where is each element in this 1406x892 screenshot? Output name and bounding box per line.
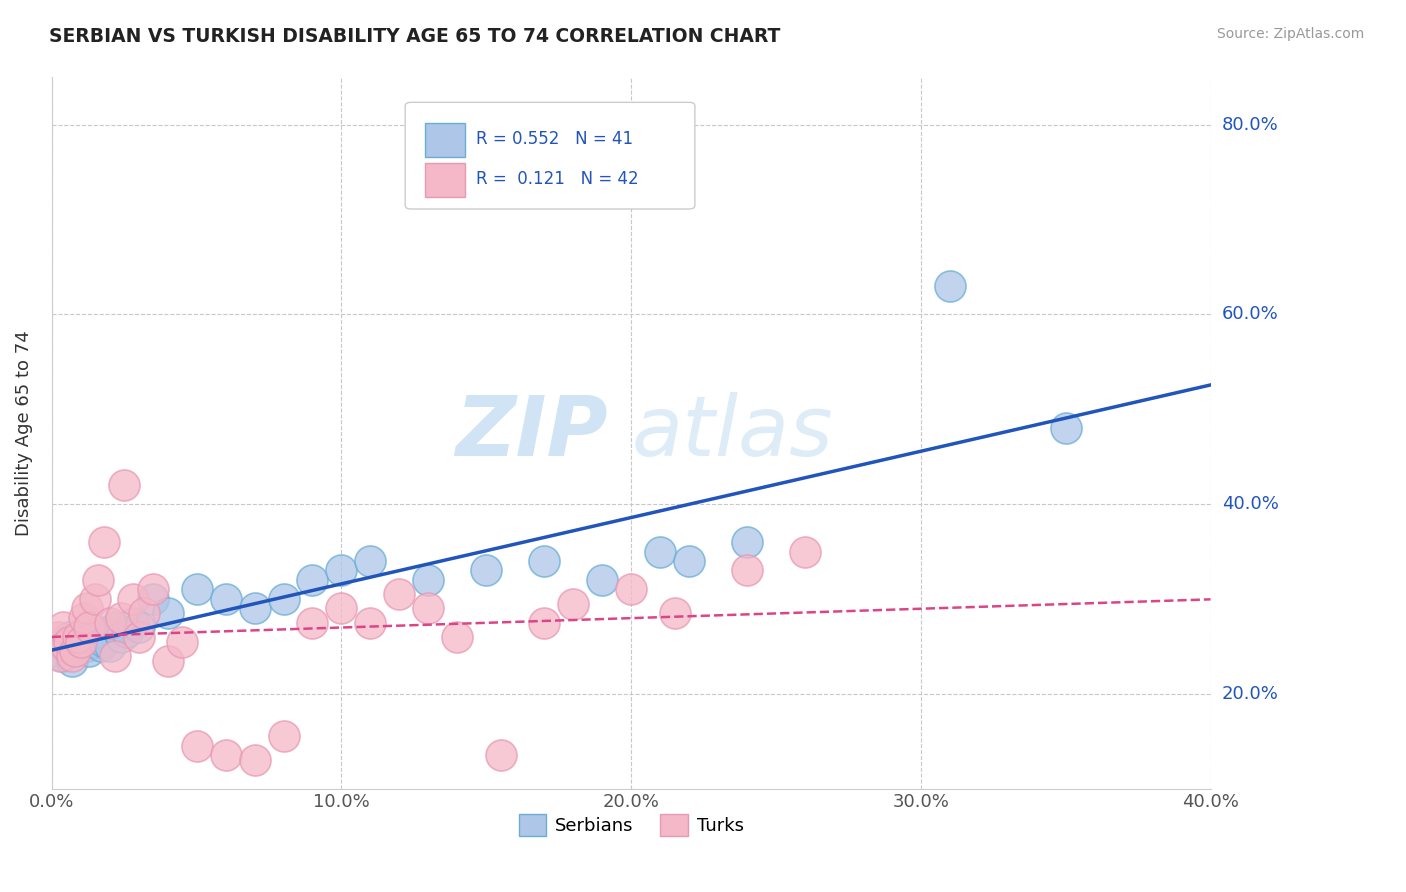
Point [90,640,112,654]
Point [93,535,115,549]
Point [243,753,266,767]
Point [156,654,179,668]
Point [84,634,107,648]
Point [72,625,94,640]
Point [418,601,440,615]
Point [110,611,132,625]
Text: 60.0%: 60.0% [1222,305,1278,324]
Point [620,582,643,597]
Point [301,615,323,630]
Point [93,634,115,648]
Point [134,606,156,620]
Point [46,644,69,658]
Point [273,591,295,606]
Text: atlas: atlas [631,392,832,474]
Point [214,748,236,763]
Point [46,630,69,644]
Point [678,554,700,568]
FancyBboxPatch shape [425,123,465,157]
Legend: Serbians, Turks: Serbians, Turks [512,807,751,844]
Point [664,606,686,620]
Point [475,564,498,578]
Point [55,640,77,654]
Y-axis label: Disability Age 65 to 74: Disability Age 65 to 74 [15,330,32,536]
Point [533,554,555,568]
Point [49,648,72,663]
Point [115,625,138,640]
Point [110,630,132,644]
Point [359,554,381,568]
Point [58,634,80,648]
Point [301,573,323,587]
Point [104,648,127,663]
Point [489,748,512,763]
Point [76,640,98,654]
Point [66,630,89,644]
Point [128,630,150,644]
Point [388,587,411,601]
Point [69,630,91,644]
Point [128,620,150,634]
Point [52,648,75,663]
Text: ZIP: ZIP [456,392,607,474]
Point [121,615,143,630]
Point [186,739,208,753]
Point [186,582,208,597]
Text: 20.0%: 20.0% [1222,685,1278,703]
Point [214,591,236,606]
Point [591,573,613,587]
Point [121,591,143,606]
Point [735,564,758,578]
Point [52,620,75,634]
Point [60,654,83,668]
Point [648,544,671,558]
Text: 80.0%: 80.0% [1222,116,1278,134]
Point [69,634,91,648]
Point [330,564,353,578]
Point [243,601,266,615]
Point [63,634,86,648]
Point [98,615,121,630]
Point [55,640,77,654]
Point [79,620,101,634]
Point [939,279,962,293]
Text: R =  0.121   N = 42: R = 0.121 N = 42 [475,170,638,188]
Point [142,582,165,597]
Point [156,606,179,620]
FancyBboxPatch shape [425,162,465,197]
Point [142,591,165,606]
Point [87,625,110,640]
Point [58,630,80,644]
Point [60,648,83,663]
Point [273,730,295,744]
Point [735,535,758,549]
Point [76,601,98,615]
Point [1054,421,1077,435]
Text: 40.0%: 40.0% [1222,495,1278,513]
Point [533,615,555,630]
Point [330,601,353,615]
Point [79,644,101,658]
Point [63,644,86,658]
Point [794,544,817,558]
Point [562,597,585,611]
Point [84,591,107,606]
Point [87,573,110,587]
Text: R = 0.552   N = 41: R = 0.552 N = 41 [475,130,633,148]
Point [418,573,440,587]
Text: SERBIAN VS TURKISH DISABILITY AGE 65 TO 74 CORRELATION CHART: SERBIAN VS TURKISH DISABILITY AGE 65 TO … [49,27,780,45]
Point [112,478,135,492]
Point [72,611,94,625]
Point [82,630,104,644]
Point [446,630,468,644]
FancyBboxPatch shape [405,103,695,209]
Point [172,634,194,648]
Point [359,615,381,630]
Point [49,634,72,648]
Point [104,620,127,634]
Point [98,640,121,654]
Point [66,640,89,654]
Text: Source: ZipAtlas.com: Source: ZipAtlas.com [1216,27,1364,41]
